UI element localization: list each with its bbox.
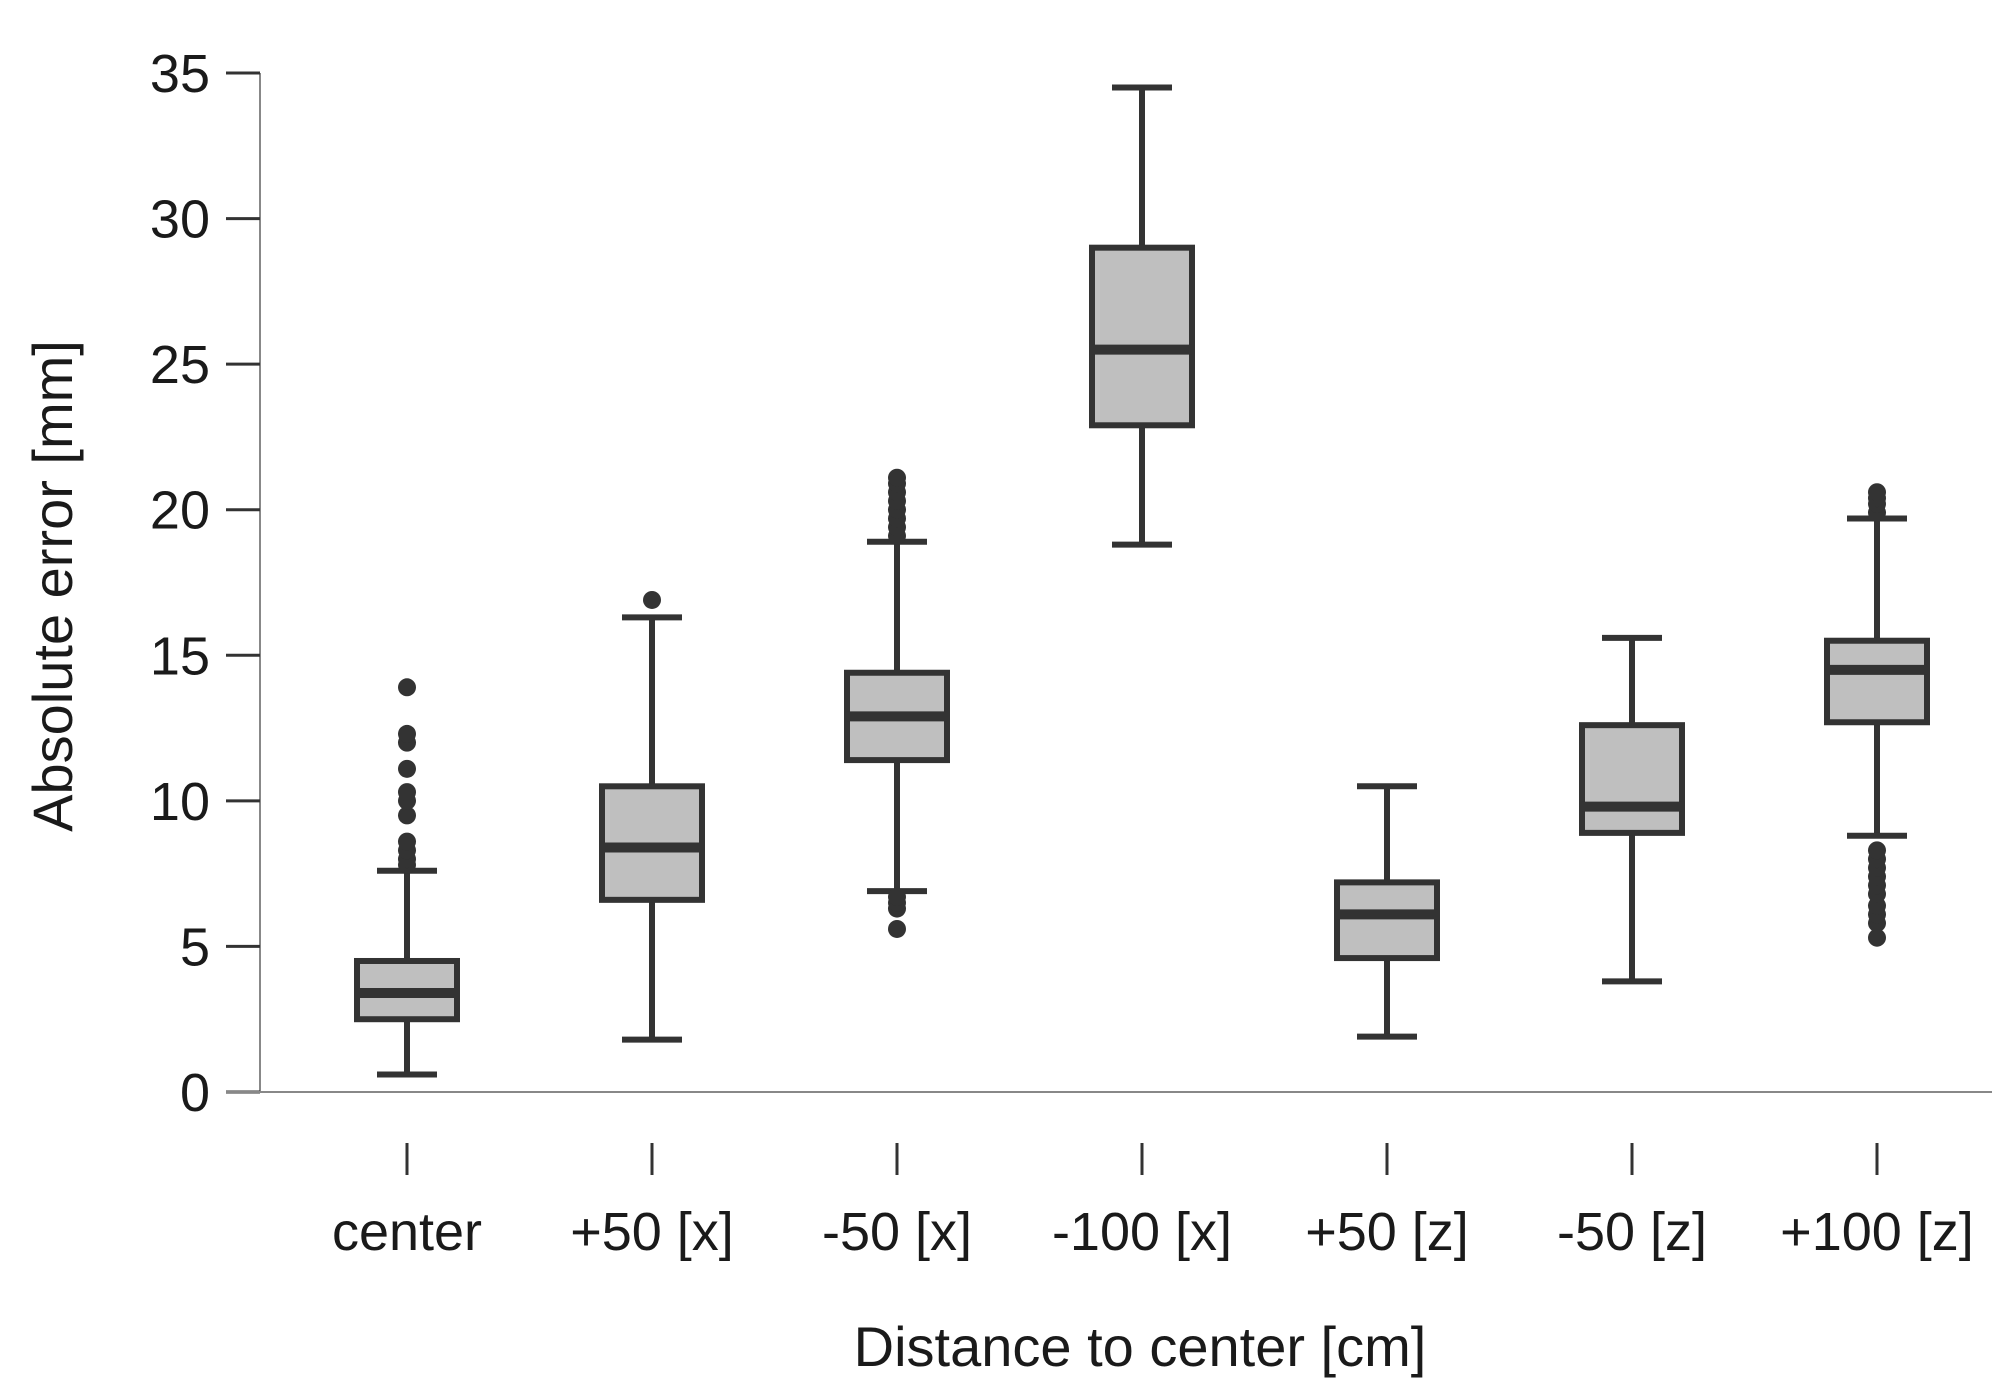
outlier-point [398,832,416,851]
box-group [1824,483,1930,947]
box-group [354,678,460,1078]
x-axis-title: Distance to center [cm] [854,1315,1427,1378]
x-tick-label: -50 [z] [1557,1202,1707,1262]
outlier-point [398,724,416,743]
y-tick-label: 30 [150,190,210,250]
iqr-box [1579,722,1685,836]
x-tick-label: +50 [z] [1305,1202,1469,1262]
y-tick-label: 0 [180,1063,210,1123]
x-tick-label: +100 [z] [1780,1202,1974,1262]
outlier-point [888,919,906,938]
y-axis-title: Absolute error [mm] [21,340,84,832]
box-group [1089,84,1195,548]
y-axis: 0 5 10 15 20 25 30 35 [150,44,261,1123]
y-tick-label: 25 [150,335,210,395]
box-group [1579,634,1685,985]
outlier-point [888,887,906,906]
box-group [844,468,950,938]
y-tick-label: 5 [180,917,210,977]
y-tick-label: 10 [150,772,210,832]
outlier-point [398,678,416,697]
x-tick-label: -100 [x] [1052,1202,1232,1262]
outlier-point [1868,928,1886,947]
x-tick-label: -50 [x] [822,1202,972,1262]
iqr-box [1824,637,1930,726]
x-axis: center +50 [x] -50 [x] -100 [x] +50 [z] -50 [… [226,1091,1992,1262]
outlier-point [398,759,416,778]
y-tick-label: 35 [150,44,210,104]
outlier-point [643,590,661,609]
boxes [354,84,1930,1078]
outlier-point [888,468,906,487]
box-group [1334,783,1440,1040]
y-tick-label: 15 [150,626,210,686]
y-tick-label: 20 [150,481,210,541]
outlier-point [398,783,416,802]
iqr-box [1089,244,1195,429]
x-tick-label: +50 [x] [570,1202,734,1262]
box-group [599,590,705,1043]
iqr-box [1334,879,1440,962]
outlier-point [1868,841,1886,860]
outlier-point [1868,483,1886,502]
x-tick-label: center [332,1202,482,1262]
outlier-point [398,806,416,825]
